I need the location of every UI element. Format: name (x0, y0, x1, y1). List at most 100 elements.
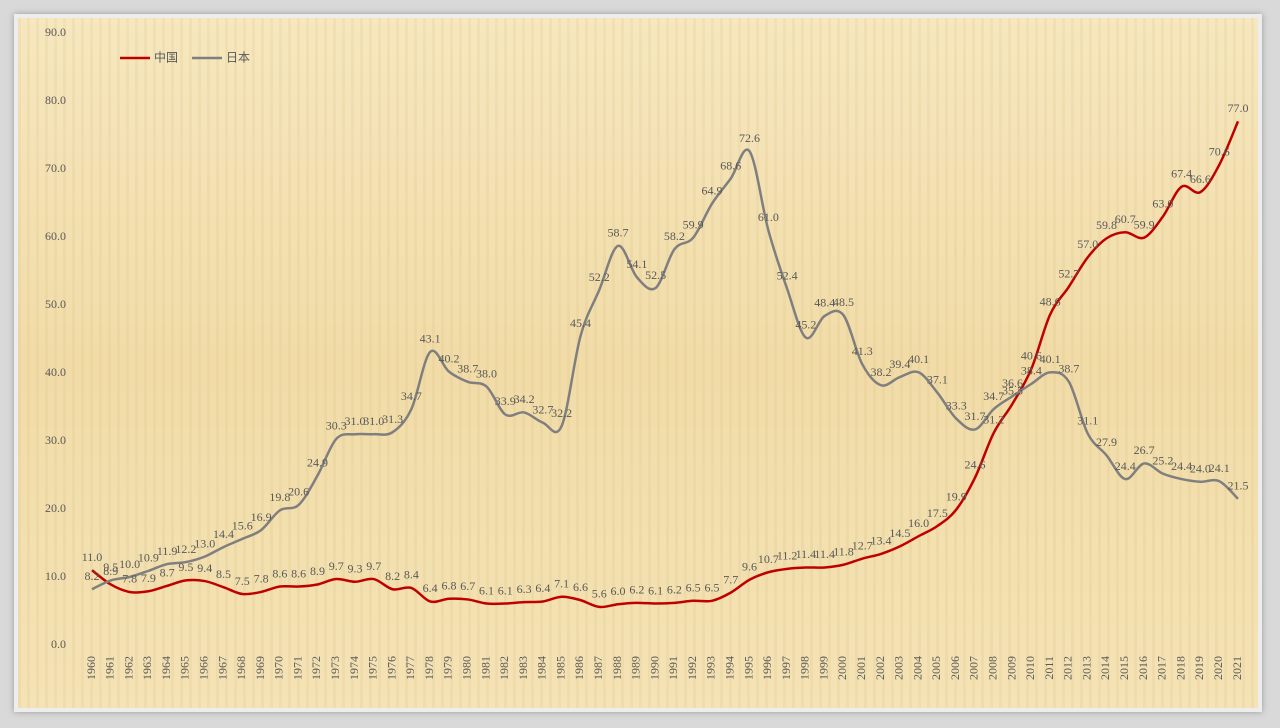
data-label: 34.7 (983, 389, 1004, 403)
data-label: 7.9 (141, 571, 156, 585)
data-label: 48.5 (833, 295, 854, 309)
data-label: 31.1 (1077, 413, 1098, 427)
data-label: 33.3 (946, 398, 967, 412)
x-tick-label: 1989 (629, 656, 643, 680)
data-label: 48.6 (1040, 294, 1061, 308)
x-tick-label: 2000 (835, 656, 849, 680)
data-label: 19.9 (946, 489, 967, 503)
data-label: 8.7 (160, 566, 175, 580)
data-label: 9.5 (178, 560, 193, 574)
chart-frame (14, 14, 1262, 712)
y-tick-label: 80.0 (45, 93, 66, 107)
x-tick-label: 1972 (309, 656, 323, 680)
x-tick-label: 1999 (816, 656, 830, 680)
data-label: 9.7 (329, 559, 344, 573)
data-label: 66.6 (1190, 172, 1211, 186)
x-tick-label: 1988 (610, 656, 624, 680)
x-tick-label: 2002 (873, 656, 887, 680)
y-tick-label: 90.0 (45, 25, 66, 39)
data-label: 52.5 (645, 268, 666, 282)
y-tick-label: 60.0 (45, 229, 66, 243)
data-label: 24.4 (1171, 459, 1192, 473)
data-label: 9.5 (103, 560, 118, 574)
data-label: 12.7 (852, 538, 873, 552)
x-tick-label: 2009 (1004, 656, 1018, 680)
data-label: 24.9 (307, 455, 328, 469)
x-tick-label: 1968 (234, 656, 248, 680)
data-label: 24.1 (1209, 461, 1230, 475)
x-tick-label: 2012 (1061, 656, 1075, 680)
data-label: 7.1 (554, 576, 569, 590)
data-label: 68.6 (720, 158, 741, 172)
x-tick-label: 2007 (967, 656, 981, 680)
x-tick-label: 1996 (760, 656, 774, 680)
data-label: 35.5 (1002, 383, 1023, 397)
data-label: 11.0 (82, 550, 103, 564)
data-label: 57.0 (1077, 237, 1098, 251)
x-tick-label: 1965 (178, 656, 192, 680)
y-tick-label: 70.0 (45, 161, 66, 175)
data-label: 31.0 (345, 414, 366, 428)
data-label: 26.7 (1134, 443, 1155, 457)
data-label: 14.4 (213, 527, 234, 541)
data-label: 6.6 (573, 580, 588, 594)
data-label: 9.3 (348, 562, 363, 576)
data-label: 17.5 (927, 506, 948, 520)
data-label: 31.2 (983, 413, 1004, 427)
data-label: 30.3 (326, 419, 347, 433)
data-label: 39.4 (889, 357, 910, 371)
data-label: 10.7 (758, 552, 779, 566)
x-tick-label: 1962 (121, 656, 135, 680)
data-label: 13.0 (194, 536, 215, 550)
x-tick-label: 1983 (516, 656, 530, 680)
x-tick-label: 1984 (535, 656, 549, 680)
data-label: 12.2 (175, 542, 196, 556)
data-label: 77.0 (1228, 101, 1249, 115)
data-label: 61.0 (758, 210, 779, 224)
data-label: 7.7 (723, 572, 738, 586)
data-label: 45.4 (570, 316, 591, 330)
data-label: 8.6 (272, 566, 287, 580)
data-label: 9.6 (742, 559, 757, 573)
data-label: 38.2 (871, 365, 892, 379)
x-tick-label: 1979 (441, 656, 455, 680)
y-tick-label: 30.0 (45, 433, 66, 447)
data-label: 6.1 (479, 583, 494, 597)
x-tick-label: 1971 (290, 656, 304, 680)
data-label: 24.6 (964, 457, 985, 471)
data-label: 64.9 (701, 183, 722, 197)
x-tick-label: 2011 (1042, 656, 1056, 680)
data-label: 31.7 (964, 409, 985, 423)
data-label: 45.2 (795, 317, 816, 331)
x-tick-label: 1993 (704, 656, 718, 680)
x-tick-label: 1980 (459, 656, 473, 680)
x-tick-label: 1961 (103, 656, 117, 680)
data-label: 6.1 (498, 583, 513, 597)
data-label: 43.1 (420, 332, 441, 346)
x-tick-label: 1982 (497, 656, 511, 680)
x-tick-label: 2004 (910, 656, 924, 680)
legend-label: 中国 (154, 50, 178, 65)
x-tick-label: 2006 (948, 656, 962, 680)
x-tick-label: 1994 (723, 656, 737, 680)
x-tick-label: 2018 (1173, 656, 1187, 680)
data-label: 8.2 (85, 569, 100, 583)
y-tick-label: 0.0 (51, 637, 66, 651)
data-label: 8.6 (291, 566, 306, 580)
x-tick-label: 2005 (929, 656, 943, 680)
data-label: 8.2 (385, 569, 400, 583)
x-tick-label: 1975 (366, 656, 380, 680)
x-tick-label: 1967 (215, 656, 229, 680)
data-label: 11.4 (796, 547, 817, 561)
data-label: 41.3 (852, 344, 873, 358)
data-label: 6.4 (423, 581, 438, 595)
data-label: 33.9 (495, 394, 516, 408)
y-tick-label: 40.0 (45, 365, 66, 379)
x-tick-label: 1985 (553, 656, 567, 680)
x-tick-label: 1966 (196, 656, 210, 680)
data-label: 24.4 (1115, 459, 1136, 473)
x-tick-label: 1986 (572, 656, 586, 680)
data-label: 6.3 (517, 582, 532, 596)
data-label: 37.1 (927, 372, 948, 386)
